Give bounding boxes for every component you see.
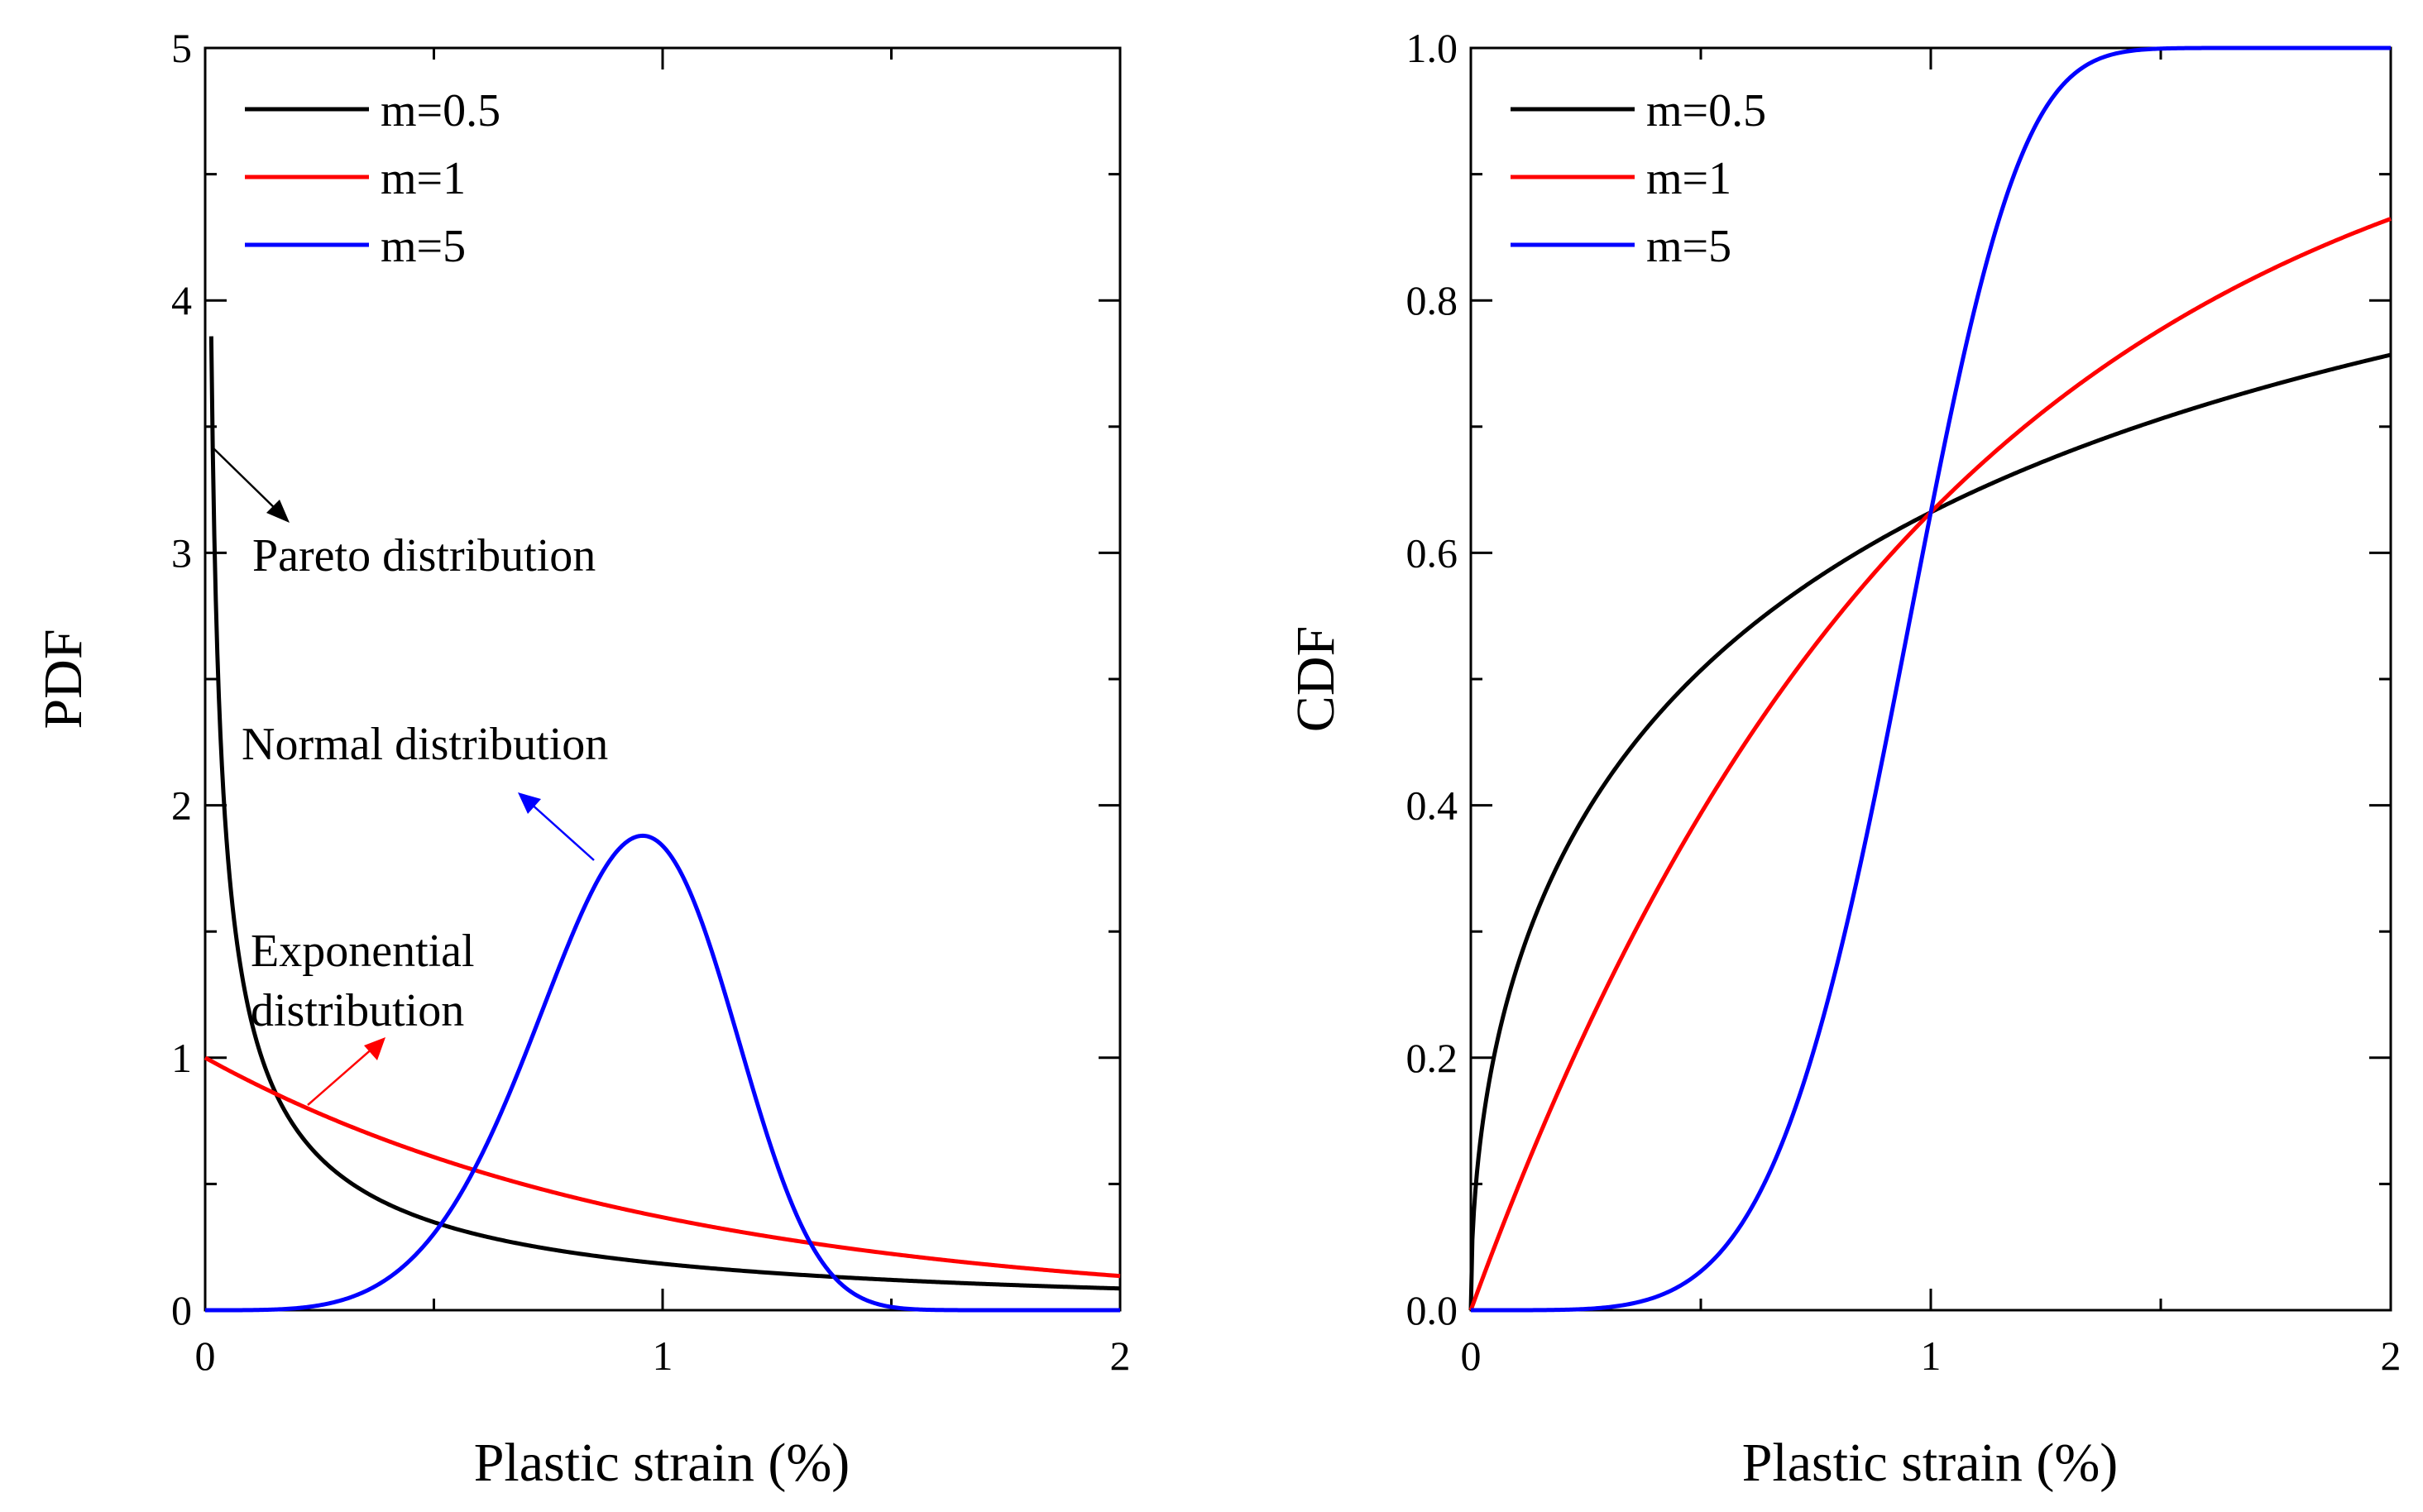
cdf-series-m-0-5 xyxy=(1468,352,2392,1311)
cdf-tick-labels: 0 1 2 0.0 0.2 0.4 0.6 0.8 1.0 xyxy=(1406,25,2401,1379)
pdf-legend-label: m=5 xyxy=(381,221,466,272)
pareto-label: Pareto distribution xyxy=(252,530,596,581)
cdf-legend-label: m=1 xyxy=(1646,153,1731,204)
pdf-y-tick-label: 4 xyxy=(171,277,192,323)
cdf-y-tick-label: 0.8 xyxy=(1406,277,1458,323)
pdf-y-tick-label: 1 xyxy=(171,1035,192,1081)
cdf-series xyxy=(1468,45,2392,1313)
cdf-x-tick-label: 0 xyxy=(1461,1333,1482,1379)
cdf-x-axis-title: Plastic strain (%) xyxy=(1742,1433,2119,1493)
pdf-y-tick-label: 3 xyxy=(171,529,192,576)
pdf-series-m-5 xyxy=(204,833,1121,1313)
pdf-legend-label: m=1 xyxy=(381,153,466,204)
exponential-arrowhead xyxy=(364,1037,385,1060)
normal-arrowhead xyxy=(518,792,541,814)
pdf-series-m-0-5 xyxy=(208,336,1121,1291)
cdf-x-tick-label: 1 xyxy=(1921,1333,1942,1379)
cdf-x-tick-label: 2 xyxy=(2381,1333,2401,1379)
pdf-plot-frame xyxy=(204,46,1122,1312)
exponential-label-line1: Exponential xyxy=(251,926,475,977)
pareto-arrow xyxy=(213,447,282,515)
pdf-x-tick-label: 2 xyxy=(1110,1333,1131,1379)
pdf-y-tick-label: 0 xyxy=(171,1287,192,1333)
cdf-y-tick-label: 0.2 xyxy=(1406,1035,1458,1081)
cdf-panel: 0 1 2 0.0 0.2 0.4 0.6 0.8 1.0 Plastic strain (%)… xyxy=(1286,25,2401,1493)
exponential-label-line2: distribution xyxy=(251,985,464,1036)
cdf-legend: m=0.5 m=1 m=5 xyxy=(1511,85,1766,272)
pareto-annotation: Pareto distribution xyxy=(213,447,596,581)
cdf-y-axis-title: CDF xyxy=(1286,626,1346,732)
normal-arrow xyxy=(529,801,595,861)
exponential-arrow xyxy=(307,1046,375,1106)
exponential-annotation: Exponential distribution xyxy=(251,926,475,1106)
cdf-series-m-1 xyxy=(1468,217,2392,1311)
pdf-legend: m=0.5 m=1 m=5 xyxy=(245,85,500,272)
pdf-y-tick-label: 5 xyxy=(171,25,192,71)
normal-label: Normal distribution xyxy=(242,719,608,770)
pdf-legend-label: m=0.5 xyxy=(381,85,500,136)
pdf-x-tick-label: 1 xyxy=(653,1333,673,1379)
cdf-legend-label: m=0.5 xyxy=(1646,85,1766,136)
pdf-series xyxy=(204,336,1121,1313)
pdf-y-tick-label: 2 xyxy=(171,782,192,829)
pdf-tick-labels: 0 1 2 0 1 2 3 4 5 xyxy=(171,25,1131,1379)
pdf-y-axis-title: PDF xyxy=(33,629,93,729)
cdf-plot-frame xyxy=(1469,46,2392,1312)
pdf-series-m-1 xyxy=(204,1055,1121,1279)
normal-annotation: Normal distribution xyxy=(242,719,608,861)
pdf-ticks xyxy=(204,46,1122,1312)
cdf-y-tick-label: 0.0 xyxy=(1406,1287,1458,1333)
cdf-ticks xyxy=(1469,46,2392,1312)
cdf-y-tick-label: 0.6 xyxy=(1406,529,1458,576)
cdf-y-tick-label: 0.4 xyxy=(1406,782,1458,829)
cdf-series-m-5 xyxy=(1470,45,2392,1313)
cdf-y-tick-label: 1.0 xyxy=(1406,25,1458,71)
pdf-x-axis-title: Plastic strain (%) xyxy=(474,1433,850,1493)
pdf-x-tick-label: 0 xyxy=(195,1333,216,1379)
pareto-arrowhead xyxy=(266,500,290,523)
cdf-legend-label: m=5 xyxy=(1646,221,1731,272)
